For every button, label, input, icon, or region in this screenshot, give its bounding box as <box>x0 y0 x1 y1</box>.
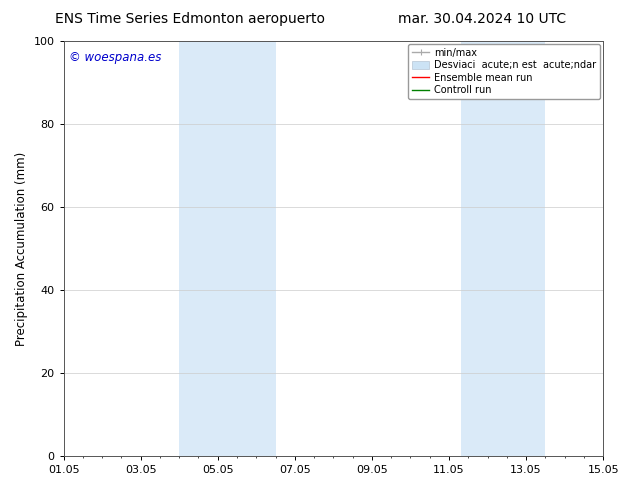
Legend: min/max, Desviaci  acute;n est  acute;ndar, Ensemble mean run, Controll run: min/max, Desviaci acute;n est acute;ndar… <box>408 44 600 99</box>
Text: mar. 30.04.2024 10 UTC: mar. 30.04.2024 10 UTC <box>398 12 566 26</box>
Text: ENS Time Series Edmonton aeropuerto: ENS Time Series Edmonton aeropuerto <box>55 12 325 26</box>
Text: © woespana.es: © woespana.es <box>69 51 162 64</box>
Bar <box>179 41 276 456</box>
Bar <box>460 41 545 456</box>
Y-axis label: Precipitation Accumulation (mm): Precipitation Accumulation (mm) <box>15 151 28 345</box>
